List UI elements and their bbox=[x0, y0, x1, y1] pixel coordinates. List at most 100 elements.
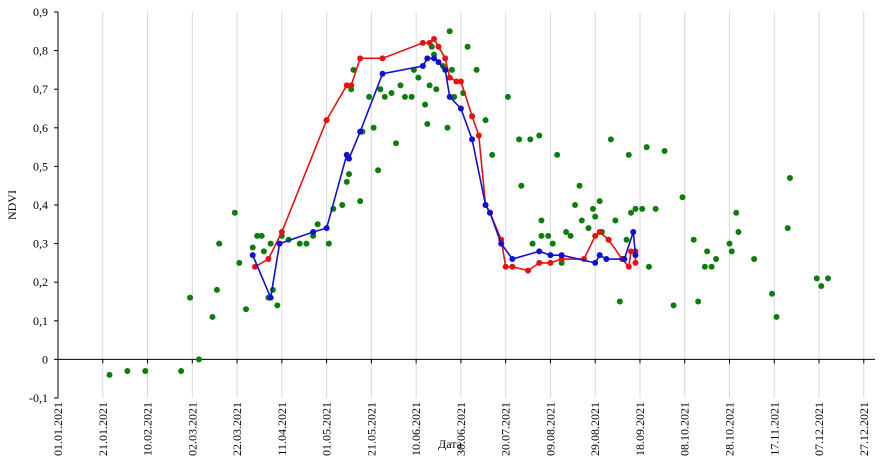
data-point bbox=[236, 259, 243, 266]
data-point bbox=[323, 225, 330, 232]
data-point bbox=[457, 105, 464, 112]
data-point bbox=[813, 275, 820, 282]
data-point bbox=[216, 240, 223, 247]
data-point bbox=[446, 93, 453, 100]
data-point bbox=[401, 93, 408, 100]
data-point bbox=[303, 240, 310, 247]
data-point bbox=[632, 252, 639, 259]
data-point bbox=[254, 232, 261, 239]
data-point bbox=[527, 136, 534, 143]
data-point bbox=[426, 39, 433, 46]
y-tick-label: 0,1 bbox=[33, 314, 48, 328]
x-tick-label: 10.02.2021 bbox=[141, 402, 155, 456]
x-tick-label: 02.03.2021 bbox=[185, 402, 199, 456]
data-point bbox=[547, 259, 554, 266]
data-point bbox=[645, 263, 652, 270]
data-point bbox=[464, 43, 471, 50]
data-point bbox=[435, 59, 442, 66]
data-point bbox=[348, 82, 355, 89]
data-point bbox=[457, 78, 464, 85]
data-point bbox=[547, 252, 554, 259]
y-tick-label: 0,6 bbox=[33, 121, 48, 135]
data-point bbox=[632, 205, 639, 212]
data-point bbox=[260, 248, 267, 255]
data-point bbox=[231, 209, 238, 216]
data-point bbox=[258, 232, 265, 239]
data-point bbox=[213, 286, 220, 293]
data-point bbox=[323, 117, 330, 124]
data-point bbox=[592, 232, 599, 239]
data-point bbox=[419, 63, 426, 70]
data-point bbox=[178, 367, 185, 374]
data-point bbox=[431, 55, 438, 62]
data-point bbox=[424, 55, 431, 62]
series-line bbox=[251, 57, 637, 301]
y-tick-label: 0 bbox=[42, 352, 48, 366]
data-point bbox=[623, 236, 630, 243]
y-tick-label: 0,7 bbox=[33, 82, 48, 96]
y-tick-label: 0,8 bbox=[33, 44, 48, 58]
y-tick-label: 0,9 bbox=[33, 5, 48, 19]
data-point bbox=[350, 66, 357, 73]
x-tick-label: 21.05.2021 bbox=[364, 402, 378, 456]
data-point bbox=[325, 240, 332, 247]
data-point bbox=[592, 259, 599, 266]
data-point bbox=[442, 66, 449, 73]
data-point bbox=[357, 128, 364, 135]
data-point bbox=[769, 290, 776, 297]
data-point bbox=[196, 356, 203, 363]
x-tick-label: 09.08.2021 bbox=[543, 402, 557, 456]
data-point bbox=[572, 202, 579, 208]
data-point bbox=[596, 252, 603, 259]
data-point bbox=[267, 240, 274, 247]
data-point bbox=[509, 263, 516, 270]
data-point bbox=[784, 225, 791, 232]
data-point bbox=[453, 78, 460, 85]
data-point bbox=[142, 367, 149, 374]
data-point bbox=[708, 263, 715, 270]
data-point bbox=[345, 155, 352, 162]
data-point bbox=[701, 263, 708, 270]
data-point bbox=[448, 66, 455, 73]
data-point bbox=[498, 240, 505, 247]
data-point bbox=[735, 229, 742, 236]
data-point bbox=[482, 117, 489, 124]
x-tick-label: 11.04.2021 bbox=[275, 402, 289, 456]
data-point bbox=[596, 198, 603, 205]
data-point bbox=[652, 205, 659, 212]
data-point bbox=[422, 101, 429, 108]
data-point bbox=[366, 93, 373, 100]
data-point bbox=[489, 151, 496, 158]
data-point bbox=[516, 136, 523, 143]
data-point bbox=[538, 217, 545, 224]
data-point bbox=[106, 371, 113, 378]
data-point bbox=[536, 132, 543, 139]
data-point bbox=[265, 256, 272, 263]
data-point bbox=[632, 259, 639, 266]
data-point bbox=[630, 229, 637, 236]
data-point bbox=[370, 124, 377, 131]
data-point bbox=[357, 55, 364, 62]
x-tick-label: 10.06.2021 bbox=[409, 402, 423, 456]
data-point bbox=[392, 140, 399, 147]
data-point bbox=[343, 178, 350, 185]
y-tick-label: 0,4 bbox=[33, 198, 48, 212]
x-tick-label: 17.11.2021 bbox=[767, 402, 781, 456]
data-point bbox=[612, 217, 619, 224]
data-point bbox=[670, 302, 677, 309]
x-tick-label: 08.10.2021 bbox=[678, 402, 692, 456]
data-point bbox=[375, 167, 382, 174]
x-axis-label: Дата bbox=[438, 437, 463, 451]
data-point bbox=[773, 313, 780, 320]
x-tick-label: 28.10.2021 bbox=[723, 402, 737, 456]
data-point bbox=[187, 294, 194, 301]
data-point bbox=[628, 248, 635, 255]
data-point bbox=[525, 267, 532, 274]
data-point bbox=[433, 86, 440, 93]
data-point bbox=[558, 252, 565, 259]
data-point bbox=[469, 113, 476, 120]
data-point bbox=[589, 205, 596, 212]
data-point bbox=[603, 256, 610, 263]
data-point bbox=[786, 174, 793, 181]
data-point bbox=[473, 66, 480, 73]
